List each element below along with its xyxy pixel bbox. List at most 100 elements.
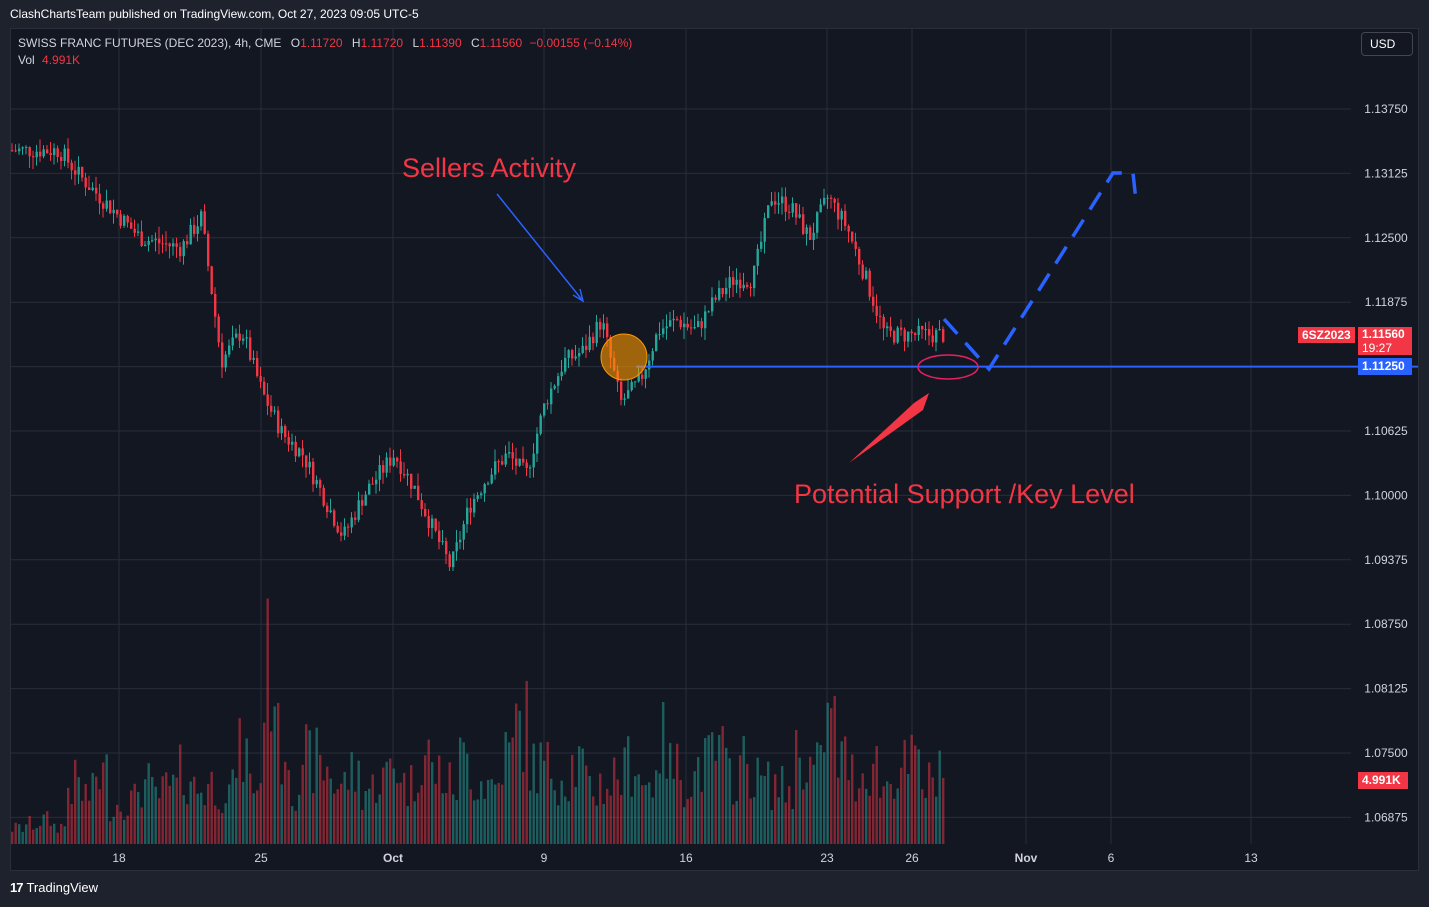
volume-bar (119, 811, 122, 844)
sellers-highlight-circle (600, 333, 648, 381)
chart-canvas[interactable]: 1.13750 1.13125 1.12500 1.11875 1.11250 1.106… (11, 29, 1419, 871)
candle-body (788, 211, 791, 213)
volume-bar (189, 781, 192, 844)
volume-bar (585, 765, 588, 844)
volume-bar (529, 790, 532, 844)
support-arrow (849, 393, 929, 463)
volume-bar (522, 771, 525, 844)
candle-body (315, 480, 318, 485)
volume-bar (515, 703, 518, 844)
tradingview-footer[interactable]: 17 TradingView (10, 880, 98, 895)
volume-bar (413, 801, 416, 844)
volume-bar (39, 825, 42, 844)
volume-bar (791, 809, 794, 844)
volume-bar (641, 785, 644, 844)
sellers-activity-annotation: Sellers Activity (402, 153, 577, 183)
volume-bar (483, 798, 486, 844)
volume-bar (74, 759, 77, 844)
volume-bar (126, 815, 129, 844)
volume-bar (497, 782, 500, 844)
candle-body (263, 381, 266, 395)
candle-body (116, 209, 119, 215)
volume-label[interactable]: Vol (18, 53, 35, 67)
candle-body (56, 148, 59, 157)
candle-body (539, 415, 542, 434)
candle-body (25, 147, 28, 149)
volume-bar (669, 743, 672, 844)
candle-body (889, 326, 892, 331)
candle-body (816, 212, 819, 233)
time-tick-label: 9 (541, 851, 548, 865)
volume-bar (616, 779, 619, 844)
candle-body (487, 483, 490, 485)
candle-body (781, 196, 784, 204)
volume-bar (221, 812, 224, 844)
candle-body (683, 323, 686, 328)
volume-bar (354, 791, 357, 844)
volume-bar (553, 790, 556, 844)
symbol-title[interactable]: SWISS FRANC FUTURES (DEC 2023), 4h, CME (18, 36, 282, 50)
candle-body (798, 214, 801, 218)
volume-bar (249, 773, 252, 844)
volume-bar (319, 754, 322, 844)
volume-bar (301, 764, 304, 844)
chart-panel[interactable]: 1.13750 1.13125 1.12500 1.11875 1.11250 1.106… (10, 28, 1419, 871)
candle-body (326, 505, 329, 513)
last-price-tag: 1.11560 19:27 (1358, 327, 1412, 355)
candle-body (497, 461, 500, 463)
price-tick-label: 1.11875 (1365, 295, 1408, 309)
candle-body (39, 151, 42, 157)
volume-bar (602, 803, 605, 844)
volume-bar (753, 797, 756, 844)
currency-selector[interactable]: USD (1361, 32, 1413, 56)
volume-bar (137, 792, 140, 844)
candle-body (280, 426, 283, 434)
volume-bar (872, 763, 875, 844)
volume-bar (347, 789, 350, 844)
volume-bar (487, 779, 490, 844)
volume-bar (644, 784, 647, 844)
volume-bar (406, 806, 409, 844)
volume-bar (280, 784, 283, 844)
candle-body (252, 357, 255, 360)
candle-body (476, 495, 479, 499)
volume-bar (364, 790, 367, 844)
candle-body (67, 148, 70, 163)
volume-bar (599, 773, 602, 844)
candle-body (630, 381, 633, 391)
volume-bar (396, 783, 399, 844)
volume-bar (63, 826, 66, 844)
volume-bar (480, 781, 483, 844)
volume-bar (501, 784, 504, 844)
volume-bar (532, 743, 535, 844)
support-ellipse (917, 354, 979, 380)
candle-body (14, 150, 17, 152)
candle-body (420, 500, 423, 509)
candle-body (581, 345, 584, 354)
candle-body (567, 350, 570, 358)
candle-body (550, 388, 553, 405)
candle-body (144, 244, 147, 246)
volume-bar (144, 779, 147, 844)
volume-bar (371, 774, 374, 844)
volume-bar (620, 794, 623, 844)
volume-bar (739, 755, 742, 844)
volume-bar (70, 804, 73, 844)
volume-bar (445, 792, 448, 844)
volume-bar (182, 795, 185, 844)
candle-body (308, 461, 311, 468)
volume-bar (172, 774, 175, 844)
volume-bar (746, 764, 749, 844)
volume-bar (651, 797, 654, 844)
candle-body (844, 210, 847, 227)
volume-bar (679, 780, 682, 844)
candle-body (396, 457, 399, 462)
candle-body (875, 305, 878, 316)
candle-body (469, 507, 472, 513)
candle-body (543, 403, 546, 416)
candle-body (658, 334, 661, 336)
candle-body (851, 231, 854, 242)
candle-body (354, 517, 357, 520)
candle-body (690, 327, 693, 329)
candle-body (648, 360, 651, 370)
